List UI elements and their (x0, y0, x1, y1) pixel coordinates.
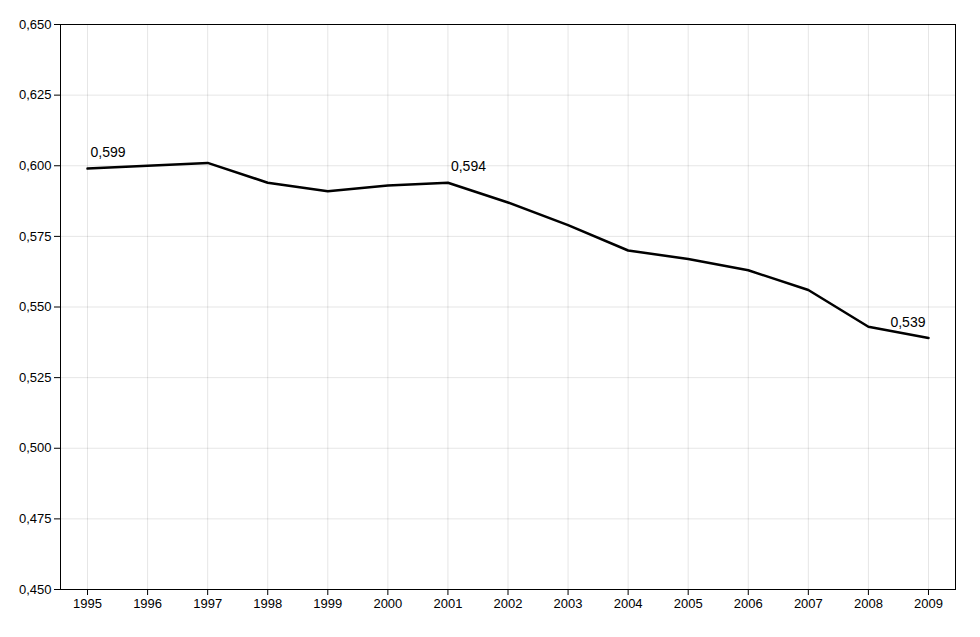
svg-text:2000: 2000 (373, 596, 402, 611)
svg-text:0,539: 0,539 (890, 314, 925, 330)
svg-text:1995: 1995 (73, 596, 102, 611)
svg-text:0,500: 0,500 (19, 440, 52, 455)
svg-text:1999: 1999 (313, 596, 342, 611)
svg-text:2003: 2003 (554, 596, 583, 611)
svg-text:1997: 1997 (193, 596, 222, 611)
svg-text:1998: 1998 (253, 596, 282, 611)
svg-text:0,575: 0,575 (19, 229, 52, 244)
svg-text:2007: 2007 (794, 596, 823, 611)
svg-text:0,525: 0,525 (19, 370, 52, 385)
svg-text:2009: 2009 (914, 596, 943, 611)
svg-text:0,594: 0,594 (451, 158, 486, 174)
svg-text:2005: 2005 (674, 596, 703, 611)
svg-text:2002: 2002 (494, 596, 523, 611)
svg-text:1996: 1996 (133, 596, 162, 611)
svg-text:2004: 2004 (614, 596, 643, 611)
svg-text:0,600: 0,600 (19, 158, 52, 173)
svg-text:0,599: 0,599 (91, 144, 126, 160)
svg-text:2001: 2001 (433, 596, 462, 611)
svg-text:0,650: 0,650 (19, 17, 52, 32)
svg-text:0,475: 0,475 (19, 511, 52, 526)
svg-text:2006: 2006 (734, 596, 763, 611)
svg-text:2008: 2008 (854, 596, 883, 611)
svg-text:0,550: 0,550 (19, 299, 52, 314)
svg-text:0,450: 0,450 (19, 582, 52, 597)
svg-text:0,625: 0,625 (19, 87, 52, 102)
